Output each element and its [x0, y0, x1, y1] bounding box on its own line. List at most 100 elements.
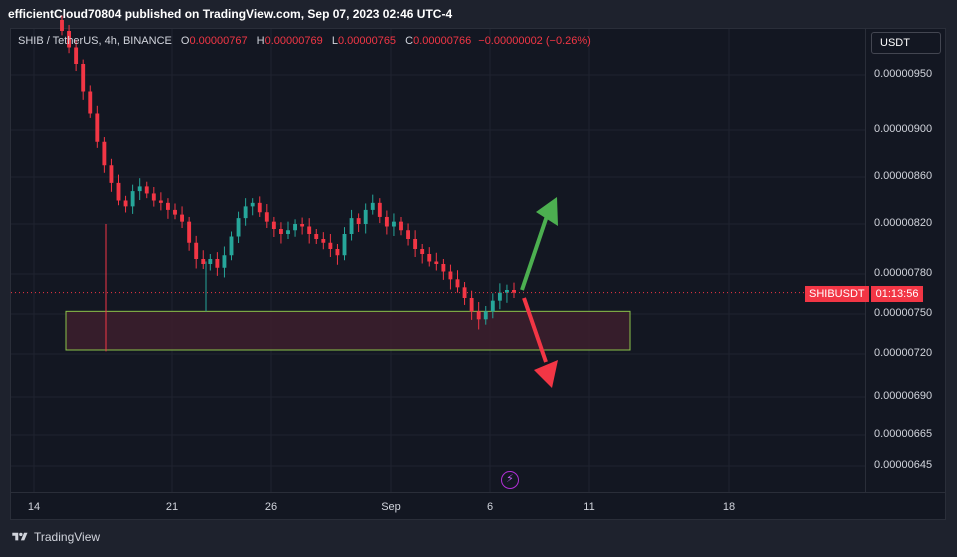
candle-body [356, 218, 361, 224]
candle-body [243, 206, 248, 219]
candle-body [342, 234, 347, 256]
candle-body [384, 216, 389, 227]
top-bar: efficientCloud70804 published on Trading… [0, 0, 957, 28]
candle-body [504, 290, 509, 293]
candle-body [137, 186, 142, 192]
candle-body [307, 226, 312, 234]
time-axis-divider [10, 492, 946, 493]
price-tick-label: 0.00000645 [874, 459, 933, 471]
legend-h-value: 0.00000769 [264, 35, 323, 47]
bullish-arrow-shaft [520, 212, 550, 291]
price-tag-symbol: SHIBUSDT [805, 286, 869, 302]
candle-body [173, 209, 177, 215]
candle-body [74, 47, 79, 64]
price-axis-divider [865, 28, 866, 492]
footer-brand: TradingView [34, 530, 101, 544]
candle-body [455, 279, 460, 288]
legend-h-label: H [256, 35, 265, 47]
candle-body [222, 255, 227, 268]
candle-body [180, 214, 185, 222]
legend-o-value: 0.00000767 [189, 35, 248, 47]
candle-body [271, 221, 276, 229]
candle-body [476, 311, 481, 320]
candle-body [462, 287, 467, 298]
candle-body [420, 249, 425, 254]
candle-body [250, 202, 255, 207]
candle-body [370, 202, 375, 210]
last-price-tag: SHIBUSDT 01:13:56 [805, 286, 924, 302]
candle-body [88, 91, 93, 114]
candle-body [490, 300, 495, 312]
candle-body [399, 221, 403, 231]
candle-body [469, 298, 474, 312]
bearish-arrow-shaft [522, 297, 548, 363]
candle-body [264, 212, 269, 222]
candle-body [201, 259, 206, 264]
candle-body [257, 202, 262, 213]
candle-body [109, 165, 114, 183]
bullish-arrow-head [536, 197, 558, 226]
chart-legend: SHIB / TetherUS, 4h, BINANCE O0.00000767… [18, 35, 591, 47]
legend-change: −0.00000002 (−0.26%) [478, 35, 591, 47]
legend-c-label: C [405, 35, 414, 47]
candle-body [116, 182, 121, 201]
candle-body [229, 236, 234, 256]
candle-body [151, 193, 156, 201]
candle-body [194, 242, 199, 259]
price-tag-countdown: 01:13:56 [870, 286, 924, 302]
candle-body [144, 186, 149, 194]
time-tick-label: 26 [264, 501, 278, 513]
candle-body [278, 229, 283, 234]
candle-body [236, 218, 241, 237]
candle-body [81, 64, 86, 92]
candle-body [441, 264, 446, 272]
footer: TradingView [10, 530, 100, 544]
price-tick-label: 0.00000720 [874, 347, 933, 359]
price-tick-label: 0.00000690 [874, 390, 933, 402]
candle-body [377, 202, 382, 217]
candle-body [483, 311, 488, 320]
candle-body [300, 224, 305, 227]
time-tick-label: 14 [27, 501, 41, 513]
candle-body [293, 224, 298, 231]
time-tick-label: 18 [722, 501, 736, 513]
candle-body [391, 221, 396, 227]
candle-body [349, 218, 354, 234]
candle-body [335, 249, 340, 256]
bearish-arrow-head [534, 360, 558, 388]
legend-symbol[interactable]: SHIB / TetherUS, 4h, BINANCE [18, 35, 172, 47]
candle-body [102, 141, 107, 166]
candle-body [215, 259, 220, 268]
candle-body [165, 202, 170, 210]
price-tick-label: 0.00000665 [874, 428, 933, 440]
candle-body [448, 271, 453, 280]
candle-body [286, 230, 290, 234]
candle-body [512, 290, 516, 293]
price-tick-label: 0.00000950 [874, 68, 933, 80]
price-tick-label: 0.00000820 [874, 217, 933, 229]
time-tick-label: Sep [381, 501, 401, 513]
candle-body [434, 261, 439, 264]
candle-body [130, 191, 135, 207]
time-tick-label: 21 [165, 501, 179, 513]
publisher-text: efficientCloud70804 published on Trading… [8, 7, 453, 21]
lightning-icon[interactable]: ⚡ [501, 471, 519, 489]
candle-body [158, 200, 163, 203]
legend-l-label: L [331, 35, 338, 47]
candle-body [363, 209, 368, 224]
price-tick-label: 0.00000900 [874, 123, 933, 135]
candle-body [427, 254, 432, 262]
candle-body [328, 242, 333, 249]
price-tick-label: 0.00000750 [874, 307, 933, 319]
candle-body [187, 221, 192, 243]
time-tick-label: 11 [583, 501, 595, 513]
candle-body [60, 20, 64, 31]
currency-button[interactable]: USDT [871, 32, 941, 54]
candle-body [123, 200, 128, 207]
time-tick-label: 6 [486, 501, 494, 513]
candle-body [67, 31, 72, 48]
candle-body [208, 259, 213, 264]
tradingview-logo-icon [12, 532, 28, 541]
candle-body [497, 292, 502, 301]
